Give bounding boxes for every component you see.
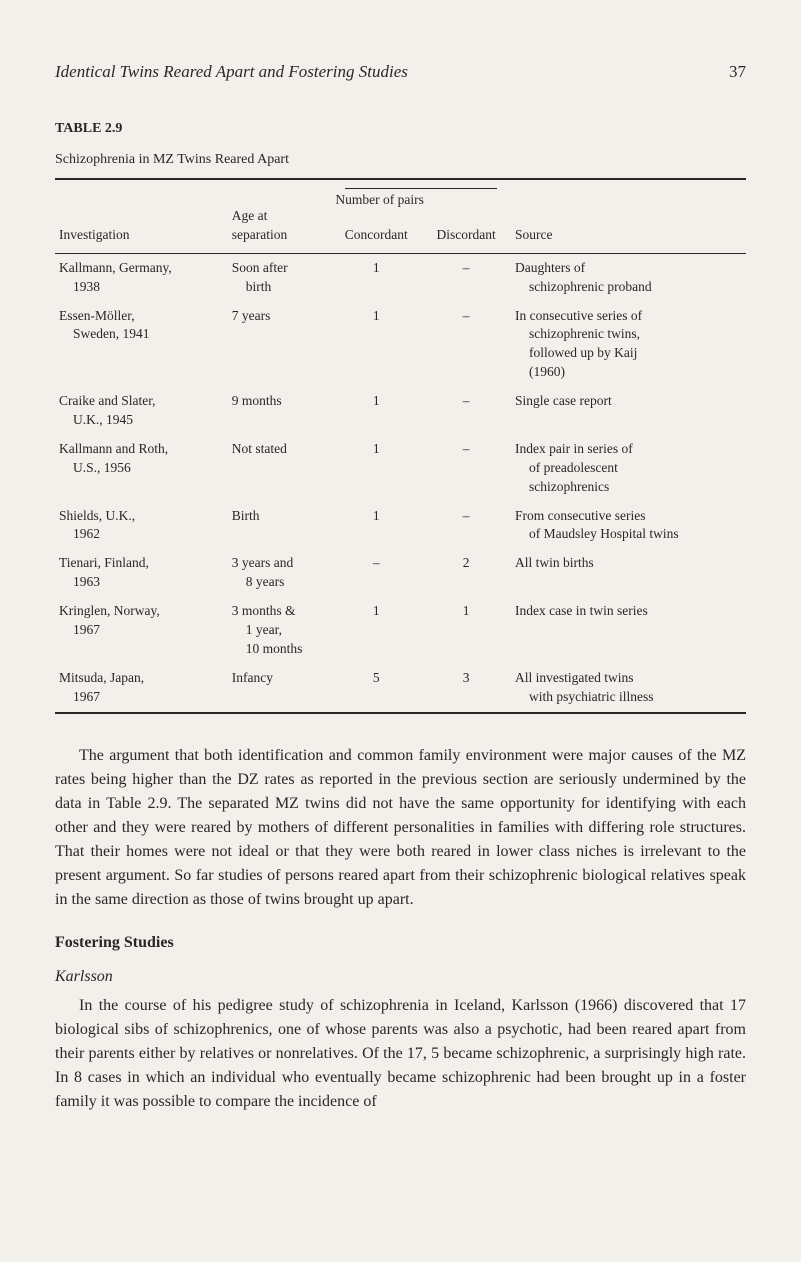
- body-paragraph-2: In the course of his pedigree study of s…: [55, 994, 746, 1114]
- th-source: Source: [511, 179, 746, 253]
- table-label: TABLE 2.9: [55, 119, 746, 139]
- table-row: Tienari, Finland,1963 3 years and8 years…: [55, 549, 746, 597]
- table-row: Kallmann and Roth,U.S., 1956 Not stated …: [55, 435, 746, 502]
- body-paragraph-1: The argument that both identification an…: [55, 744, 746, 912]
- table-body: Kallmann, Germany,1938 Soon afterbirth 1…: [55, 253, 746, 712]
- th-investigation: Investigation: [55, 179, 228, 253]
- table-row: Mitsuda, Japan,1967 Infancy 5 3 All inve…: [55, 664, 746, 713]
- schizophrenia-table: Investigation Age at separation Number o…: [55, 178, 746, 714]
- table-row: Kringlen, Norway,1967 3 months &1 year,1…: [55, 597, 746, 664]
- table-row: Kallmann, Germany,1938 Soon afterbirth 1…: [55, 253, 746, 301]
- page-header: Identical Twins Reared Apart and Fosteri…: [55, 60, 746, 84]
- table-title: Schizophrenia in MZ Twins Reared Apart: [55, 150, 746, 170]
- th-discordant: Discordant: [421, 218, 511, 253]
- section-heading: Fostering Studies: [55, 932, 746, 954]
- sub-heading: Karlsson: [55, 966, 746, 988]
- th-age: Age at separation: [228, 179, 332, 253]
- table-row: Essen-Möller,Sweden, 1941 7 years 1 – In…: [55, 302, 746, 388]
- page-number: 37: [729, 60, 746, 84]
- th-concordant: Concordant: [331, 218, 421, 253]
- th-number-pairs: Number of pairs: [331, 179, 511, 218]
- running-head: Identical Twins Reared Apart and Fosteri…: [55, 60, 408, 84]
- table-row: Shields, U.K.,1962 Birth 1 – From consec…: [55, 502, 746, 550]
- table-row: Craike and Slater,U.K., 1945 9 months 1 …: [55, 387, 746, 435]
